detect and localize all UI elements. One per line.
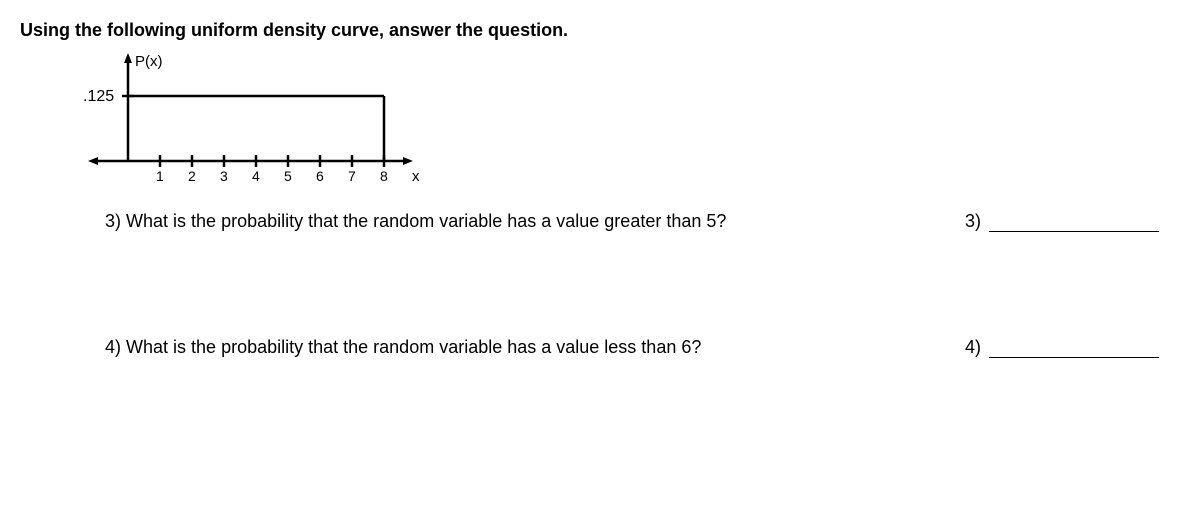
question-4-row: 4) What is the probability that the rand… (20, 337, 1180, 358)
svg-text:4: 4 (252, 168, 260, 184)
x-tick-7: 7 (348, 155, 356, 184)
x-tick-5: 5 (284, 155, 292, 184)
x-tick-6: 6 (316, 155, 324, 184)
x-tick-4: 4 (252, 155, 260, 184)
svg-text:5: 5 (284, 168, 292, 184)
x-tick-8: 8 (380, 155, 388, 184)
answer-3-area: 3) (965, 211, 1159, 232)
answer-3-label: 3) (965, 211, 981, 232)
answer-4-blank[interactable] (989, 338, 1159, 358)
svg-text:3: 3 (220, 168, 228, 184)
y-axis-label: P(x) (135, 53, 163, 70)
question-3-text: 3) What is the probability that the rand… (105, 211, 925, 232)
answer-3-blank[interactable] (989, 212, 1159, 232)
svg-text:7: 7 (348, 168, 356, 184)
x-tick-3: 3 (220, 155, 228, 184)
question-4-text: 4) What is the probability that the rand… (105, 337, 925, 358)
svg-text:1: 1 (156, 168, 164, 184)
density-chart: P(x) .125 1 2 3 (80, 51, 1180, 196)
answer-4-area: 4) (965, 337, 1159, 358)
svg-text:6: 6 (316, 168, 324, 184)
question-3-row: 3) What is the probability that the rand… (20, 211, 1180, 232)
page-heading: Using the following uniform density curv… (20, 20, 1180, 41)
x-tick-1: 1 (156, 155, 164, 184)
y-tick-label: .125 (83, 88, 114, 105)
svg-text:2: 2 (188, 168, 196, 184)
x-tick-2: 2 (188, 155, 196, 184)
svg-text:8: 8 (380, 168, 388, 184)
answer-4-label: 4) (965, 337, 981, 358)
x-axis-label: x (412, 168, 420, 185)
